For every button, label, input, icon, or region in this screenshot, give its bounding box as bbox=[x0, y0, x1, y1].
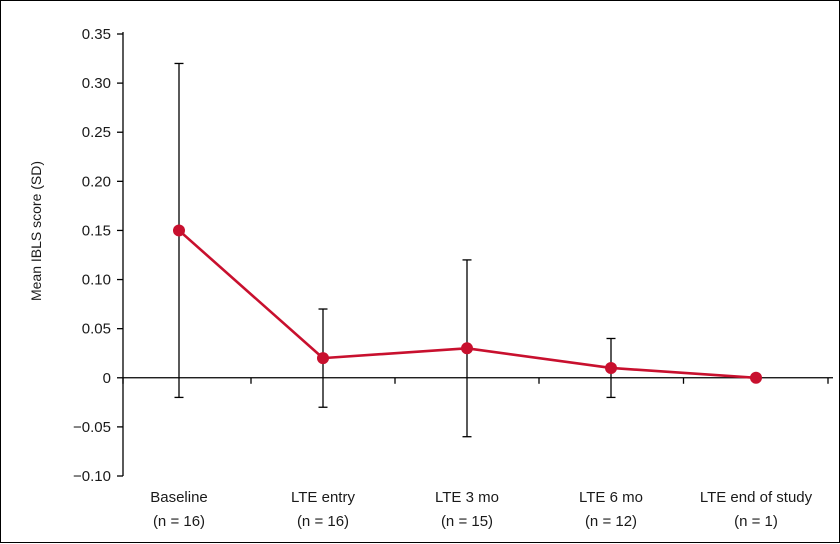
series-layer bbox=[173, 224, 762, 384]
y-tick-label: 0.05 bbox=[82, 321, 111, 338]
x-tick-label: Baseline bbox=[150, 489, 208, 506]
y-tick-label: 0.20 bbox=[82, 173, 111, 190]
data-point bbox=[605, 361, 617, 374]
y-tick-label: −0.10 bbox=[73, 468, 111, 485]
y-axis-label: Mean IBLS score (SD) bbox=[28, 161, 44, 301]
axes bbox=[117, 32, 833, 477]
data-point bbox=[317, 352, 329, 365]
x-tick-n-label: (n = 15) bbox=[441, 513, 493, 530]
y-tick-label: 0.15 bbox=[82, 222, 111, 239]
data-point bbox=[750, 371, 762, 384]
y-tick-label: 0.30 bbox=[82, 75, 111, 92]
y-tick-label: 0.35 bbox=[82, 26, 111, 43]
x-tick-n-label: (n = 16) bbox=[153, 513, 205, 530]
x-tick-label: LTE end of study bbox=[700, 489, 813, 506]
tick-labels: 0.35 0.30 0.25 0.20 0.15 0.10 0.05 0 −0.05 −0.10 B… bbox=[73, 26, 813, 530]
x-tick-n-label: (n = 1) bbox=[734, 513, 778, 530]
y-tick-label: 0 bbox=[103, 370, 111, 387]
y-tick-label: 0.25 bbox=[82, 124, 111, 141]
y-tick-label: 0.10 bbox=[82, 272, 111, 289]
y-tick-label: −0.05 bbox=[73, 419, 111, 436]
x-tick-label: LTE 6 mo bbox=[579, 489, 643, 506]
x-tick-n-label: (n = 12) bbox=[585, 513, 637, 530]
x-tick-n-label: (n = 16) bbox=[297, 513, 349, 530]
x-tick-label: LTE entry bbox=[291, 489, 355, 506]
data-point bbox=[173, 224, 185, 237]
data-point bbox=[461, 342, 473, 355]
x-tick-label: LTE 3 mo bbox=[435, 489, 499, 506]
